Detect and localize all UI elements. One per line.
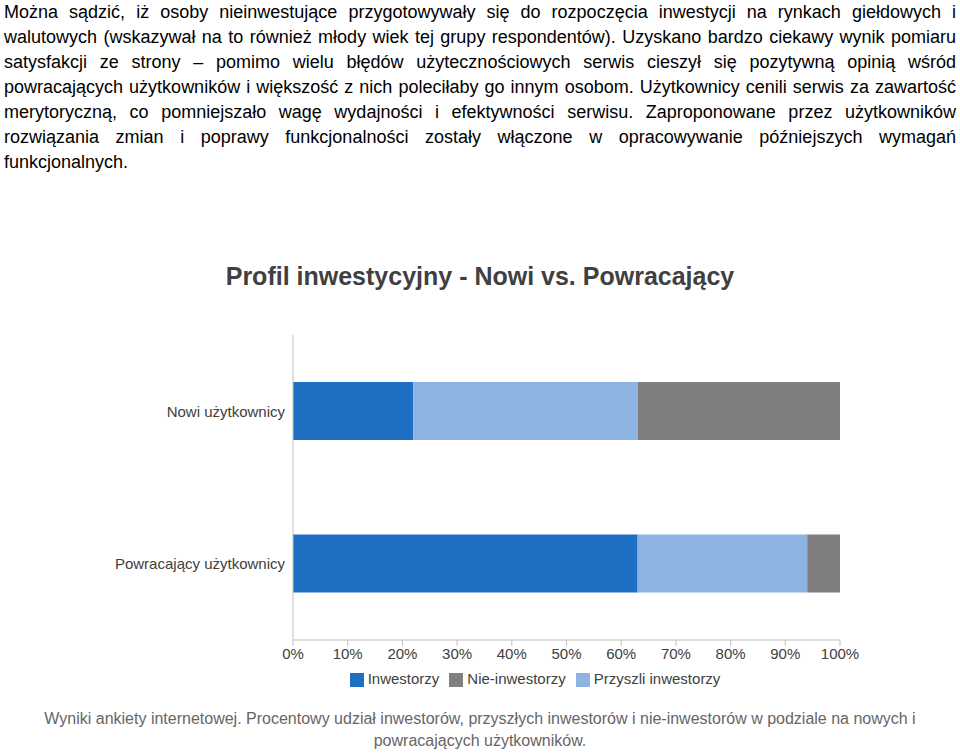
svg-text:10%: 10% xyxy=(333,645,363,662)
html-text:Profil inwestycyjny - Nowi vs.: Profil inwestycyjny - Nowi vs. Powracają… xyxy=(225,262,735,290)
svg-text:Powracający użytkownicy: Powracający użytkownicy xyxy=(115,555,286,572)
svg-text:90%: 90% xyxy=(770,645,800,662)
html-text:Nie-inwestorzy: Nie-inwestorzy xyxy=(467,670,566,687)
svg-text:Nowi użytkownicy: Nowi użytkownicy xyxy=(167,403,286,420)
svg-text:0%: 0% xyxy=(282,645,304,662)
svg-text:20%: 20% xyxy=(387,645,417,662)
svg-text:40%: 40% xyxy=(497,645,527,662)
svg-text:80%: 80% xyxy=(716,645,746,662)
svg-text:70%: 70% xyxy=(661,645,691,662)
html-text:Przyszli inwestorzy: Przyszli inwestorzy xyxy=(593,670,721,687)
svg-text:30%: 30% xyxy=(442,645,472,662)
svg-text:100%: 100% xyxy=(821,645,859,662)
svg-text:50%: 50% xyxy=(551,645,581,662)
html-text:Inwestorzy: Inwestorzy xyxy=(367,670,440,687)
svg-text:60%: 60% xyxy=(606,645,636,662)
html-text:Można sądzić, iż osoby nieinwe: Można sądzić, iż osoby nieinwestujące pr… xyxy=(4,2,956,172)
html-text:Wyniki ankiety internetowej. P: Wyniki ankiety internetowej. Procentowy … xyxy=(44,710,916,749)
